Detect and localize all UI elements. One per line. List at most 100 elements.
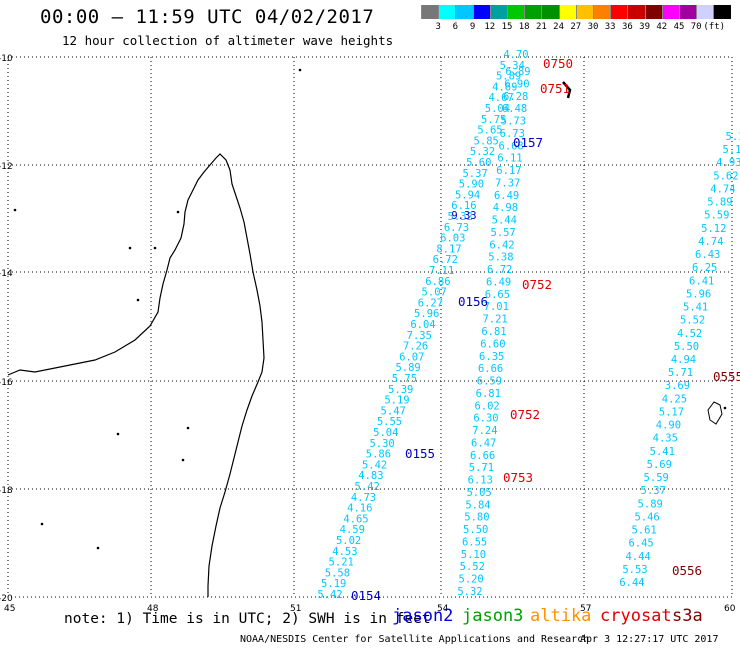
wave-height-label: 5.73	[501, 116, 526, 128]
wave-height-label: 6.35	[479, 351, 504, 363]
legend-label: 24	[553, 22, 565, 32]
island-dot	[723, 406, 727, 410]
wave-height-label: 5.21	[329, 557, 354, 569]
wave-height-label: 5.89	[496, 71, 521, 83]
legend-label: 3	[435, 22, 441, 32]
legend-swatch	[558, 5, 576, 19]
pass-time-label: 0753	[503, 470, 533, 485]
wave-height-label: 5.59	[644, 472, 669, 484]
wave-height-label: 5.10	[461, 549, 486, 561]
wave-height-label: 5.75	[481, 114, 506, 126]
island-dot	[116, 432, 120, 436]
wave-height-label: 5.07	[422, 287, 447, 299]
wave-height-label: 5.89	[707, 197, 732, 209]
wave-height-label: 7.37	[495, 177, 520, 189]
wave-height-label: 6.60	[480, 338, 505, 350]
legend-swatch	[644, 5, 662, 19]
wave-height-label: 4.98	[493, 202, 518, 214]
pass-time-label: 0556	[672, 563, 702, 578]
wave-height-label: 4.74	[710, 184, 735, 196]
wave-height-label: 6.65	[485, 289, 510, 301]
wave-height-label: 5.41	[650, 446, 675, 458]
satellite-jason2: jason2	[392, 606, 454, 626]
lat-label: -14	[0, 269, 13, 279]
generated-timestamp: Apr 3 12:27:17 UTC 2017	[580, 634, 719, 645]
pass-time-label: 0157	[513, 135, 543, 150]
wave-height-label: 5.59	[704, 210, 729, 222]
wave-height-label: 5.37	[641, 485, 666, 497]
pass-time-label: 0752	[510, 407, 540, 422]
wave-height-label: 5.17	[659, 407, 684, 419]
wave-height-label: 5.50	[463, 524, 488, 536]
legend-swatch	[524, 5, 542, 19]
wave-height-label: 5.80	[464, 512, 489, 524]
lon-label: 54	[437, 604, 449, 614]
wave-height-label: 5.12	[701, 223, 726, 235]
lat-label: -16	[0, 378, 13, 388]
legend-label: 21	[535, 22, 547, 32]
map-title: 00:00 – 11:59 UTC 04/02/2017	[40, 6, 375, 28]
wave-height-label: 4.25	[662, 393, 687, 405]
wave-height-label: 5.30	[369, 438, 394, 450]
legend-swatch	[696, 5, 714, 19]
wave-height-label: 5.89	[395, 362, 420, 374]
wave-height-label: 5.1	[723, 144, 740, 156]
legend-label: 27	[570, 22, 582, 32]
pass-time-label: 0156	[458, 294, 488, 309]
lat-label: -20	[0, 594, 13, 604]
legend-swatch	[679, 5, 697, 19]
legend-label: 45	[673, 22, 685, 32]
wave-height-label: 5.19	[384, 395, 409, 407]
satellite-cryosat: cryosat	[600, 606, 672, 626]
wave-height-label: 5.20	[458, 574, 483, 586]
wave-height-label: 7.26	[403, 341, 428, 353]
satellite-jason3: jason3	[462, 606, 524, 626]
track-end-mark	[562, 81, 572, 99]
wave-height-label: 6.07	[399, 351, 424, 363]
wave-height-label: 5.85	[474, 135, 499, 147]
wave-height-label: 5.50	[674, 341, 699, 353]
wave-height-label: 5.61	[631, 525, 656, 537]
wave-height-label: 5.32	[457, 586, 482, 598]
wave-height-label: 6.03	[440, 233, 465, 245]
wave-height-label: 5.52	[460, 561, 485, 573]
wave-height-label: 6.47	[471, 437, 496, 449]
wave-height-label: 5.96	[414, 308, 439, 320]
wave-height-max-label: 9.33	[451, 210, 476, 222]
wave-height-label: 6.72	[487, 264, 512, 276]
legend-label: 33	[604, 22, 616, 32]
legend-swatch	[438, 5, 456, 19]
legend-label: 70	[690, 22, 702, 32]
wave-height-label: 6.30	[473, 413, 498, 425]
wave-height-label: 6.66	[470, 450, 495, 462]
wave-height-label: 5.32	[470, 146, 495, 158]
lon-label: 57	[580, 604, 591, 614]
wave-height-label: 6.17	[496, 165, 521, 177]
wave-height-label: 5.44	[492, 215, 517, 227]
island-dot	[96, 546, 100, 550]
wave-height-label: 6.41	[689, 275, 714, 287]
wave-height-label: 6.81	[476, 388, 501, 400]
wave-height-label: 6.89	[505, 66, 530, 78]
wave-height-label: 6.68	[498, 140, 523, 152]
pass-time-label: 0751	[540, 81, 570, 96]
wave-height-label: 5.39	[388, 384, 413, 396]
legend-swatch	[575, 5, 593, 19]
wave-height-label: 5.65	[477, 125, 502, 137]
wave-height-label: 6.16	[451, 200, 476, 212]
wave-height-label: 6.11	[497, 153, 522, 165]
lat-label: -18	[0, 486, 13, 496]
wave-height-label: 6.25	[692, 262, 717, 274]
lon-label: 48	[147, 604, 159, 614]
legend-swatch	[489, 5, 507, 19]
wave-height-label: 4.35	[653, 433, 678, 445]
wave-height-label: 5.60	[466, 157, 491, 169]
legend-label: 12	[484, 22, 496, 32]
wave-height-label: 5.75	[392, 373, 417, 385]
pass-time-label: 0555	[713, 369, 740, 384]
lat-label: -10	[0, 54, 13, 64]
wave-height-label: 4.44	[625, 551, 650, 563]
legend-label: 18	[518, 22, 530, 32]
wave-height-label: 5.19	[321, 578, 346, 590]
